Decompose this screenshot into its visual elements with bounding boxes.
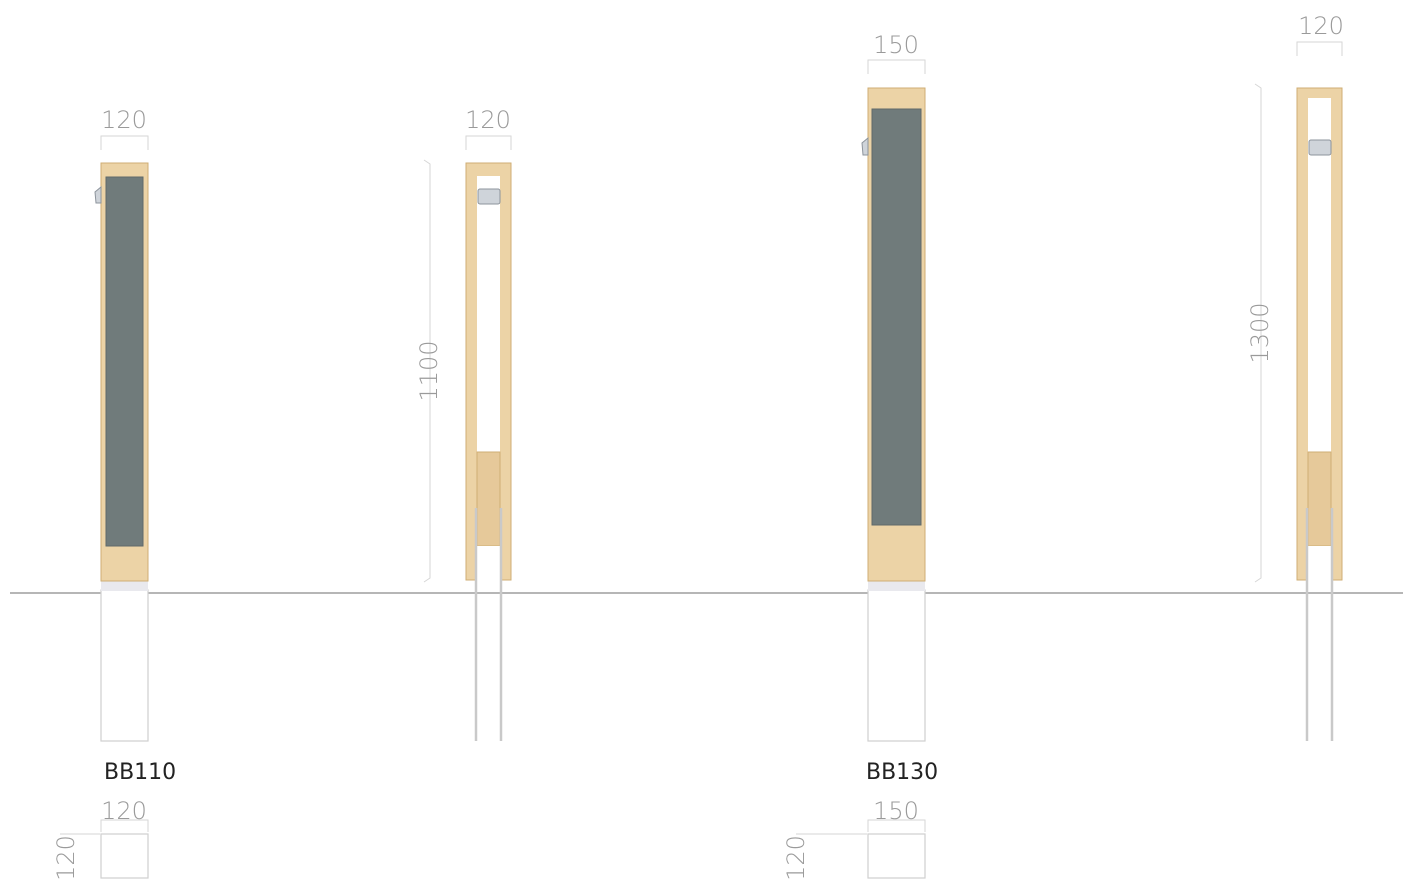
bb130-top-view: 150 120 (782, 797, 926, 879)
bb130-bracket-icon (861, 136, 869, 156)
bb130-side-width-label: 120 (1298, 12, 1344, 40)
bb130-side-view: 120 1300 (1246, 12, 1344, 741)
bb110-front-width-label: 120 (101, 106, 147, 134)
bb110-top-view: 120 120 (52, 797, 149, 879)
bb110-panel (105, 176, 144, 547)
bb110-top-depth-label: 120 (52, 835, 80, 879)
bb130-height-dimension (1254, 83, 1262, 583)
bb130-foot (868, 581, 925, 591)
bb110-height-dimension (423, 159, 431, 583)
bb130-side-block (1307, 451, 1332, 547)
bb130-side-gap (1308, 546, 1331, 581)
bb130-front-width-dimension (867, 59, 926, 74)
bb130-model-label: BB130 (866, 760, 938, 785)
bb110-front-view: 120 (94, 106, 149, 742)
bb130-top-depth-label: 120 (782, 835, 810, 879)
bb130-side-opening (1308, 98, 1331, 452)
bb110-bracket-icon (94, 185, 102, 204)
bb130-side-width-dimension (1296, 41, 1343, 56)
bb130-side-bracket-icon (1308, 139, 1332, 156)
bb110-top-width-label: 120 (101, 797, 147, 825)
bb130-top-outline (867, 833, 926, 879)
bb110-side-gap (477, 546, 500, 581)
bb130-height-label: 1300 (1246, 302, 1274, 363)
bb110-side-bracket-icon (477, 188, 501, 205)
bb110-side-width-label: 120 (465, 106, 511, 134)
bb110-top-outline (100, 833, 149, 879)
bb110-ground-post (100, 589, 149, 742)
bb130-top-width-label: 150 (873, 797, 919, 825)
bb110-height-label: 1100 (415, 340, 443, 401)
bb130-top-width-dimension (867, 819, 926, 832)
bb130-panel (871, 108, 922, 526)
bb110-side-opening (477, 176, 500, 452)
bb110-side-block (476, 451, 501, 547)
bb130-ground-post (867, 589, 926, 742)
bb110-side-view: 120 1100 (415, 106, 512, 741)
bb130-front-view: 150 (861, 31, 926, 742)
bb110-side-width-dimension (465, 135, 512, 150)
bb110-foot (101, 581, 148, 591)
bb130-front-width-label: 150 (873, 31, 919, 59)
bb110-top-width-dimension (100, 819, 149, 832)
bb110-model-label: BB110 (104, 760, 176, 785)
bb110-front-width-dimension (100, 135, 149, 150)
